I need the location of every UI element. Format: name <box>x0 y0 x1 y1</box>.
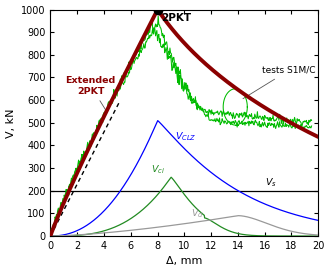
Text: 2PKT: 2PKT <box>162 13 192 23</box>
Text: tests S1M/C: tests S1M/C <box>243 66 315 99</box>
Text: $V_s$: $V_s$ <box>265 177 277 189</box>
Text: Extended
2PKT: Extended 2PKT <box>66 76 116 111</box>
X-axis label: Δ, mm: Δ, mm <box>166 256 203 267</box>
Text: $V_{CLZ}$: $V_{CLZ}$ <box>175 131 196 143</box>
Text: $V_{ci}$: $V_{ci}$ <box>151 163 165 176</box>
Y-axis label: V, kN: V, kN <box>6 108 16 138</box>
Text: $V_d$: $V_d$ <box>191 207 204 220</box>
